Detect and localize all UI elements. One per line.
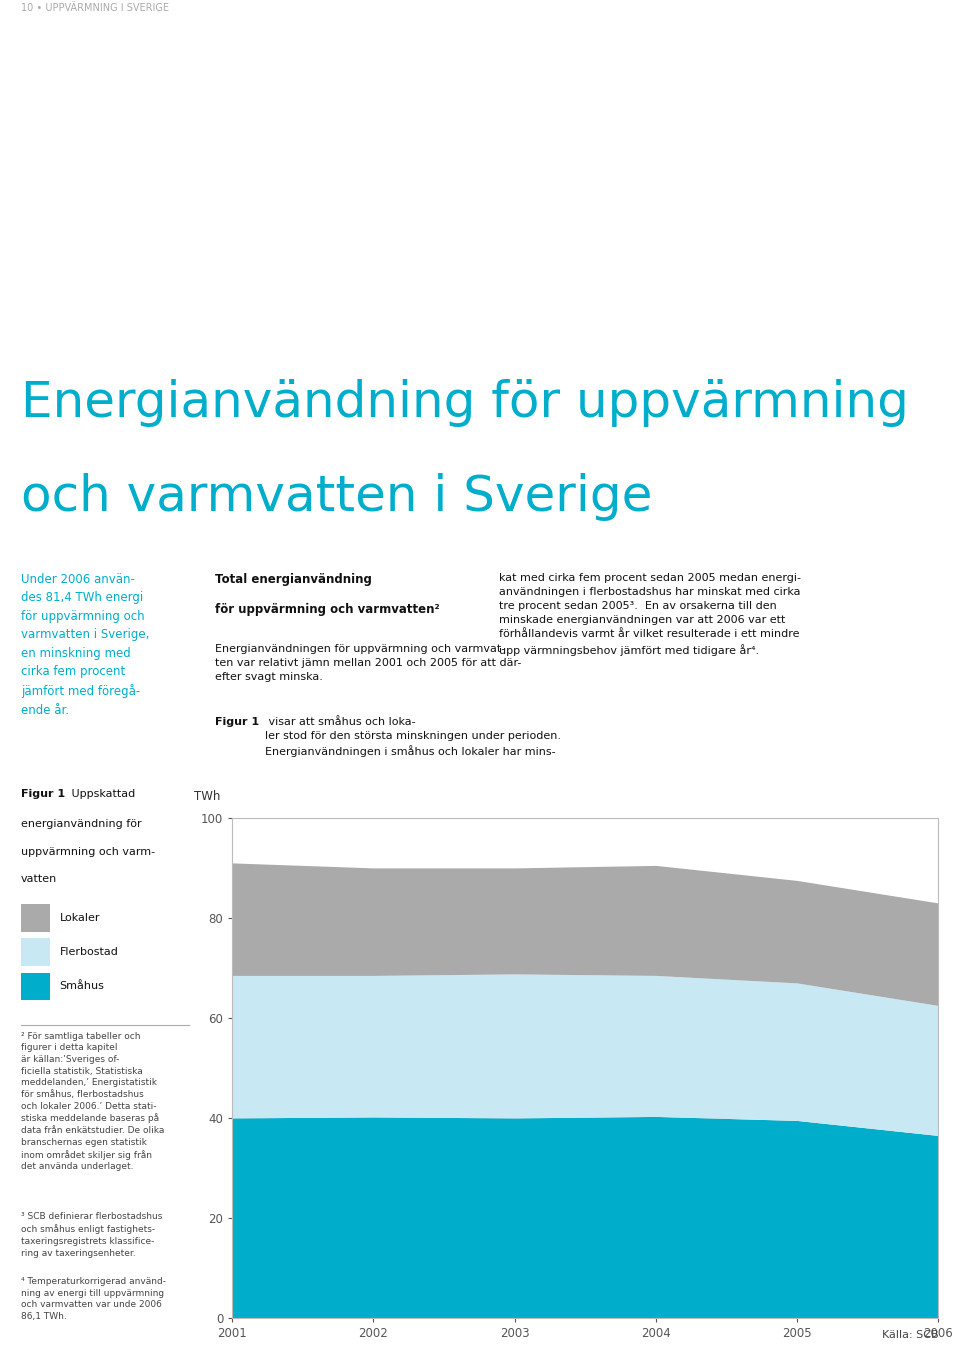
Text: Figur 1: Figur 1 bbox=[215, 717, 259, 726]
Text: ³ SCB definierar flerbostadshus
och småhus enligt fastighets-
taxeringsregistret: ³ SCB definierar flerbostadshus och småh… bbox=[21, 1212, 162, 1258]
Text: och varmvatten i Sverige: och varmvatten i Sverige bbox=[21, 473, 653, 521]
Text: Flerbostad: Flerbostad bbox=[60, 947, 118, 958]
Text: för uppvärmning och varmvatten²: för uppvärmning och varmvatten² bbox=[215, 603, 440, 615]
Text: Lokaler: Lokaler bbox=[60, 912, 100, 923]
Text: ⁴ Temperaturkorrigerad använd-
ning av energi till uppvärmning
och varmvatten va: ⁴ Temperaturkorrigerad använd- ning av e… bbox=[21, 1277, 166, 1321]
Text: ² För samtliga tabeller och
figurer i detta kapitel
är källan:’Sveriges of-
fici: ² För samtliga tabeller och figurer i de… bbox=[21, 1032, 164, 1171]
Text: Småhus: Småhus bbox=[60, 981, 105, 992]
Text: energianvändning för: energianvändning för bbox=[21, 819, 142, 829]
Text: TWh: TWh bbox=[194, 790, 220, 803]
Text: Energianvändningen för uppvärmning och varmvat-
ten var relativt jämn mellan 200: Energianvändningen för uppvärmning och v… bbox=[215, 644, 521, 682]
Text: Uppskattad: Uppskattad bbox=[68, 789, 135, 799]
Text: Total energianvändning: Total energianvändning bbox=[215, 573, 372, 585]
Text: Under 2006 använ-
des 81,4 TWh energi
för uppvärmning och
varmvatten i Sverige,
: Under 2006 använ- des 81,4 TWh energi fö… bbox=[21, 573, 150, 717]
Text: Energianvändning för uppvärmning: Energianvändning för uppvärmning bbox=[21, 379, 909, 427]
Text: uppvärmning och varm-: uppvärmning och varm- bbox=[21, 847, 156, 856]
Text: Källa: SCB: Källa: SCB bbox=[882, 1330, 939, 1340]
Text: 10 • UPPVÄRMNING I SVERIGE: 10 • UPPVÄRMNING I SVERIGE bbox=[21, 4, 169, 14]
Text: Figur 1: Figur 1 bbox=[21, 789, 65, 799]
Text: visar att småhus och loka-
ler stod för den största minskningen under perioden.
: visar att småhus och loka- ler stod för … bbox=[265, 717, 561, 758]
Text: vatten: vatten bbox=[21, 874, 58, 884]
Text: kat med cirka fem procent sedan 2005 medan energi-
användningen i flerbostadshus: kat med cirka fem procent sedan 2005 med… bbox=[499, 573, 802, 655]
